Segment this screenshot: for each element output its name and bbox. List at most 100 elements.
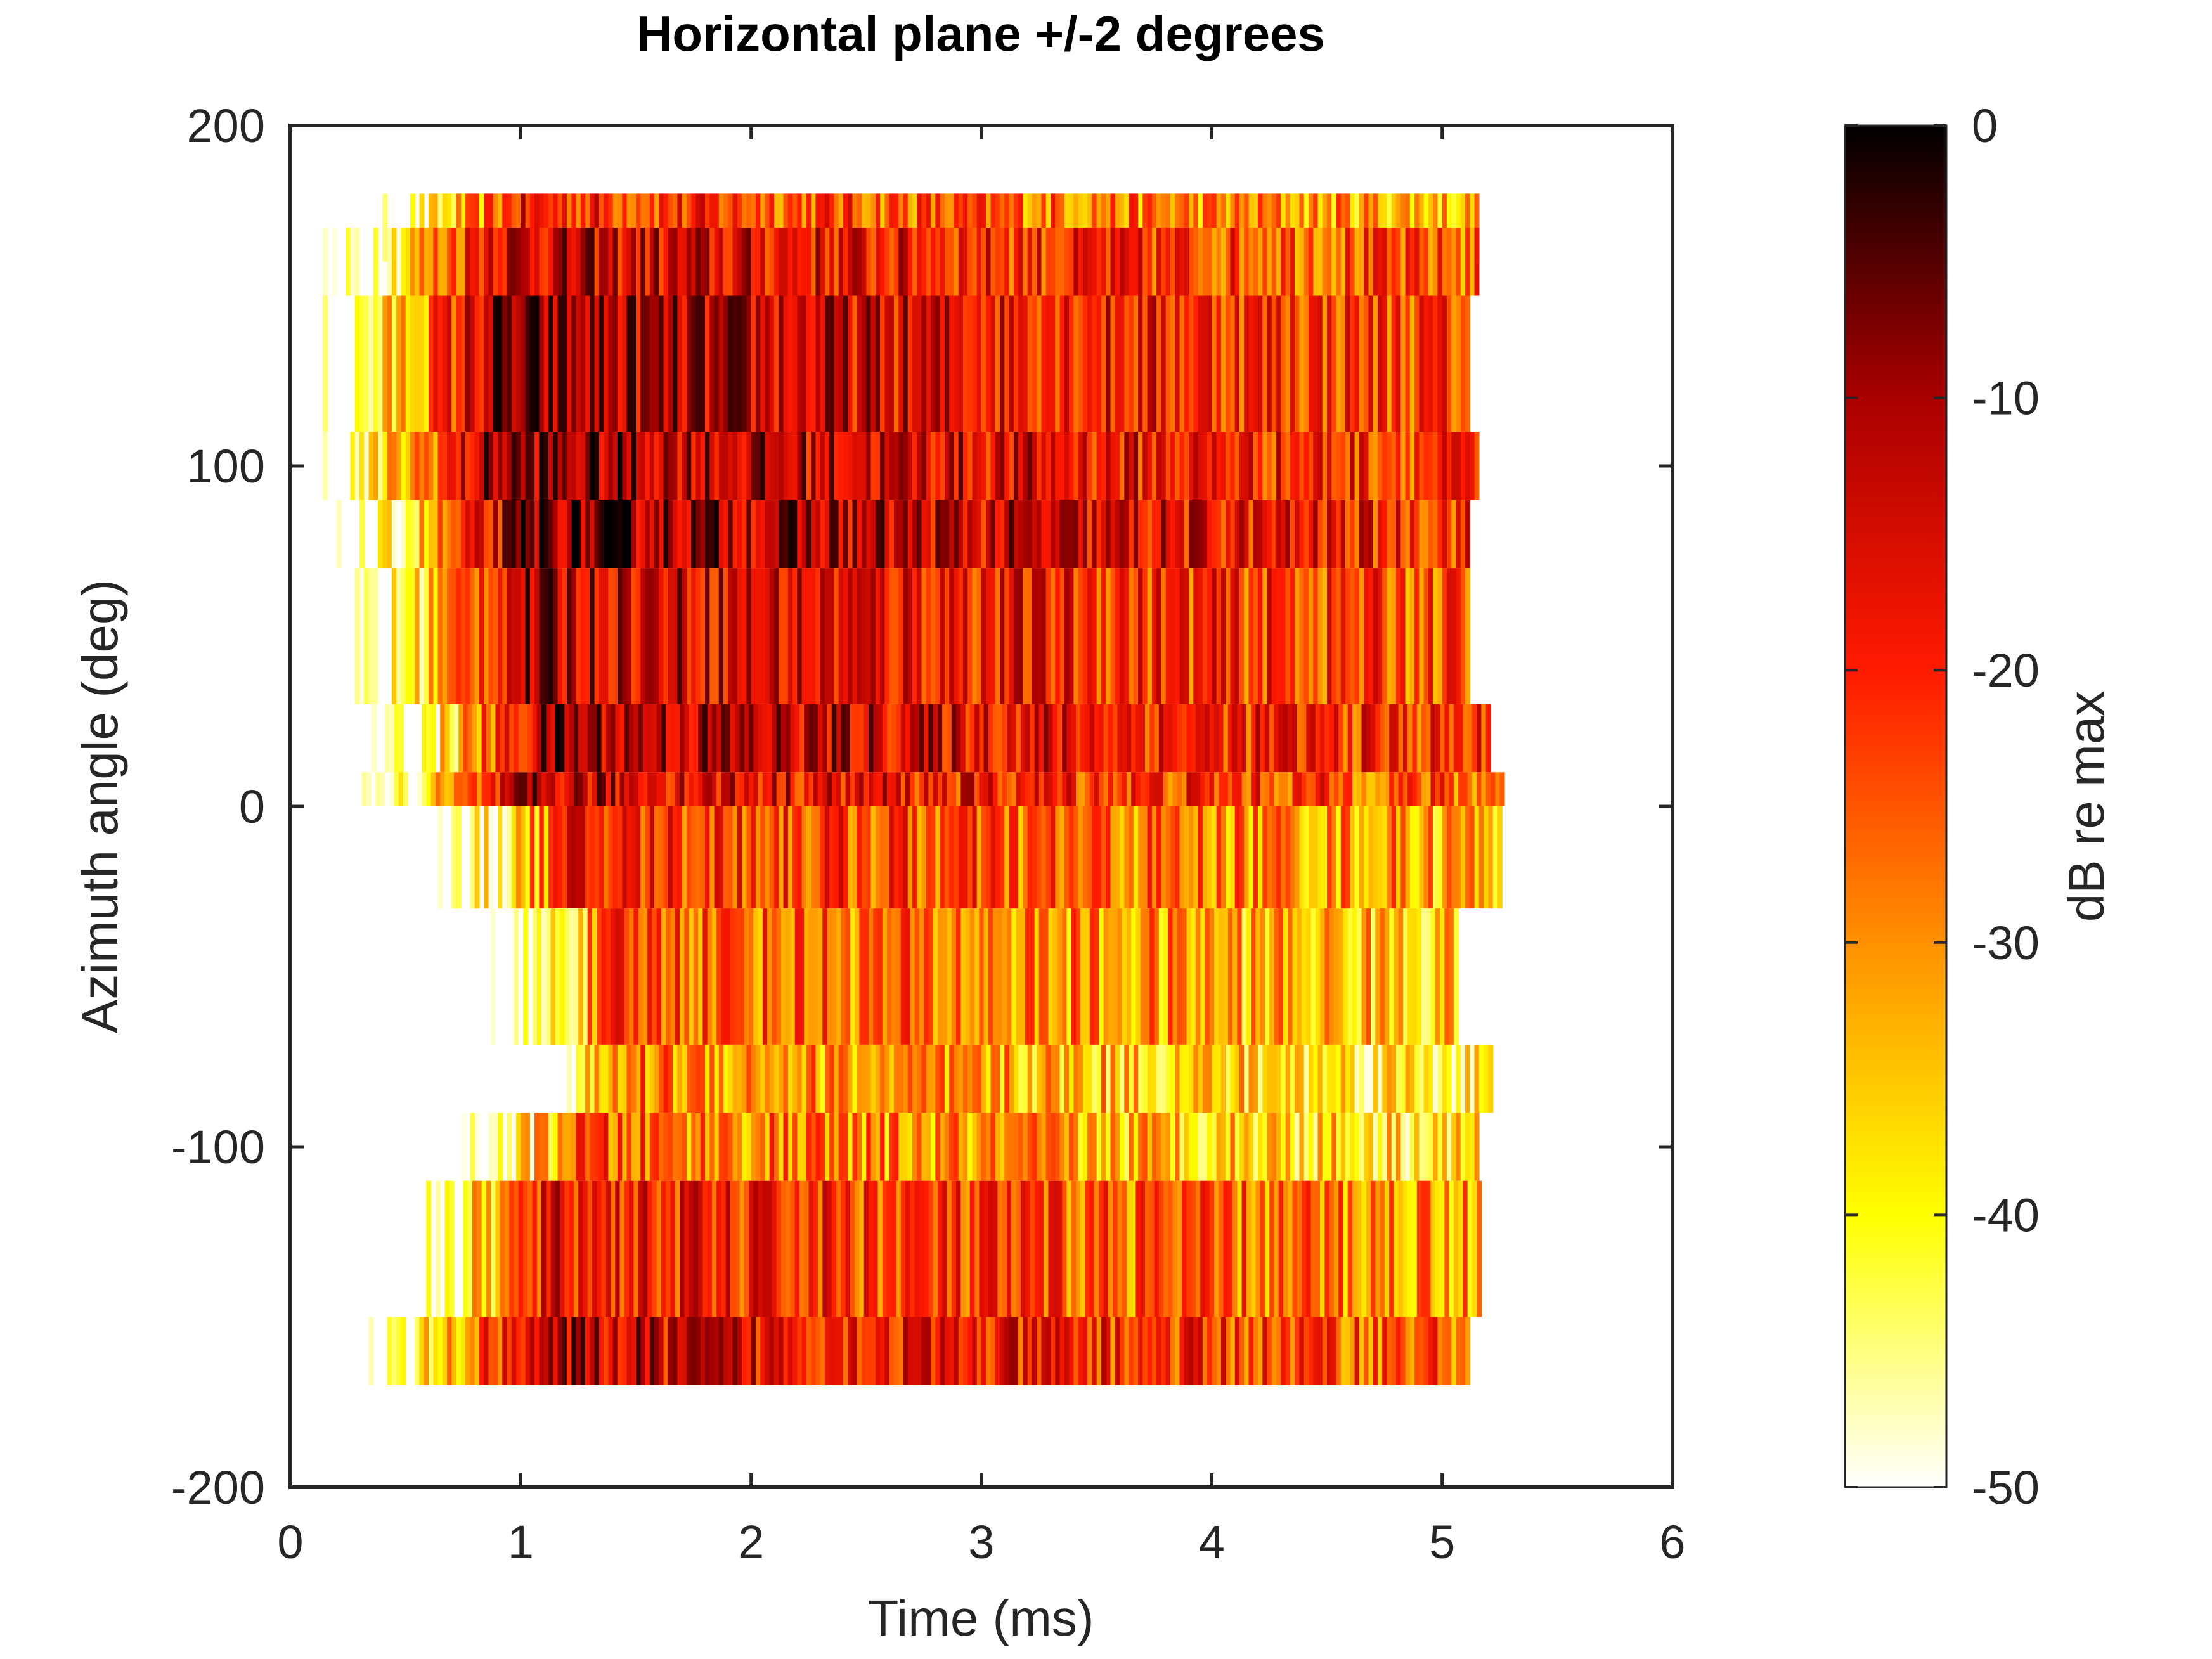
heatmap-cell <box>373 228 378 296</box>
heatmap-cell <box>718 1044 724 1113</box>
heatmap-cell <box>735 908 741 1045</box>
heatmap-cell <box>1089 704 1095 773</box>
heatmap-cell <box>1027 1317 1033 1385</box>
heatmap-cell <box>1216 1317 1222 1385</box>
heatmap-cell <box>1045 432 1051 500</box>
heatmap-cell <box>647 1180 653 1317</box>
heatmap-cell <box>891 908 897 1045</box>
heatmap-cell <box>1122 1180 1127 1317</box>
heatmap-cell <box>893 1044 899 1113</box>
heatmap-cell <box>569 908 574 1045</box>
heatmap-cell <box>1276 295 1281 432</box>
heatmap-cell <box>1051 568 1056 704</box>
heatmap-cell <box>831 908 837 1045</box>
heatmap-cell <box>1135 704 1141 773</box>
heatmap-cell <box>598 295 604 432</box>
heatmap-cell <box>1285 568 1291 704</box>
heatmap-cell <box>1446 1113 1452 1181</box>
heatmap-cell <box>753 908 759 1045</box>
heatmap-cell <box>398 704 404 773</box>
heatmap-cell <box>647 908 653 1045</box>
heatmap-cell <box>534 432 540 500</box>
heatmap-cell <box>1133 1317 1139 1385</box>
heatmap-cell <box>1276 1317 1281 1385</box>
heatmap-cell <box>645 806 650 909</box>
heatmap-cell <box>590 1317 595 1385</box>
heatmap-cell <box>1405 295 1411 432</box>
heatmap-cell <box>601 1180 607 1317</box>
heatmap-cell <box>1262 806 1268 909</box>
heatmap-cell <box>1055 193 1061 262</box>
heatmap-cell <box>608 1113 614 1181</box>
heatmap-cell <box>1368 500 1374 569</box>
heatmap-cell <box>1226 500 1231 569</box>
heatmap-cell <box>774 432 779 500</box>
heatmap-cell <box>521 1113 526 1181</box>
heatmap-cell <box>419 1317 425 1385</box>
heatmap-cell <box>859 704 865 773</box>
heatmap-cell <box>1055 228 1061 296</box>
heatmap-cell <box>543 568 549 704</box>
heatmap-cell <box>677 568 683 704</box>
heatmap-cell <box>1382 1317 1388 1385</box>
heatmap-cell <box>1246 1180 1252 1317</box>
heatmap-cell <box>875 295 881 432</box>
heatmap-cell <box>534 228 540 296</box>
heatmap-cell <box>1322 432 1328 500</box>
heatmap-cell <box>797 228 803 296</box>
heatmap-cell <box>940 295 945 432</box>
heatmap-cell <box>705 432 710 500</box>
heatmap-cell <box>1212 193 1217 262</box>
heatmap-cell <box>884 806 890 909</box>
heatmap-cell <box>1343 704 1349 773</box>
heatmap-cell <box>954 500 959 569</box>
heatmap-cell <box>857 500 862 569</box>
heatmap-cell <box>862 432 867 500</box>
heatmap-cell <box>1456 193 1461 262</box>
heatmap-cell <box>580 432 586 500</box>
heatmap-cell <box>931 228 936 296</box>
heatmap-cell <box>811 500 816 569</box>
heatmap-cell <box>721 772 727 806</box>
heatmap-cell <box>391 295 397 432</box>
heatmap-cell <box>787 193 793 262</box>
heatmap-cell <box>1340 295 1346 432</box>
heatmap-cell <box>1426 704 1432 773</box>
heatmap-cell <box>1087 228 1092 296</box>
heatmap-cell <box>521 568 526 704</box>
heatmap-cell <box>562 193 567 262</box>
heatmap-cell <box>790 704 796 773</box>
heatmap-cell <box>1179 1044 1185 1113</box>
heatmap-cell <box>1398 908 1404 1045</box>
heatmap-cell <box>976 806 982 909</box>
heatmap-cell <box>592 772 597 806</box>
heatmap-cell <box>1463 704 1468 773</box>
heatmap-cell <box>873 772 879 806</box>
heatmap-cell <box>493 1113 498 1181</box>
heatmap-cell <box>995 432 1000 500</box>
heatmap-cell <box>619 772 625 806</box>
heatmap-cell <box>1115 806 1120 909</box>
heatmap-cell <box>322 432 328 500</box>
heatmap-cell <box>1253 1113 1258 1181</box>
heatmap-cell <box>654 432 659 500</box>
heatmap-cell <box>806 432 812 500</box>
heatmap-cell <box>990 1317 996 1385</box>
heatmap-cell <box>1449 1180 1454 1317</box>
heatmap-cell <box>1313 806 1319 909</box>
heatmap-cell <box>1147 295 1153 432</box>
heatmap-cell <box>746 1317 752 1385</box>
heatmap-cell <box>1092 432 1097 500</box>
heatmap-cell <box>649 228 655 296</box>
heatmap-cell <box>507 432 512 500</box>
heatmap-cell <box>1416 772 1422 806</box>
heatmap-cell <box>730 772 735 806</box>
heatmap-cell <box>765 193 770 262</box>
heatmap-cell <box>1094 772 1099 806</box>
heatmap-cell <box>910 1180 915 1317</box>
heatmap-cell <box>1267 193 1272 262</box>
heatmap-cell <box>1308 193 1314 262</box>
heatmap-cell <box>1154 908 1160 1045</box>
heatmap-cell <box>663 228 669 296</box>
heatmap-cell <box>926 568 931 704</box>
